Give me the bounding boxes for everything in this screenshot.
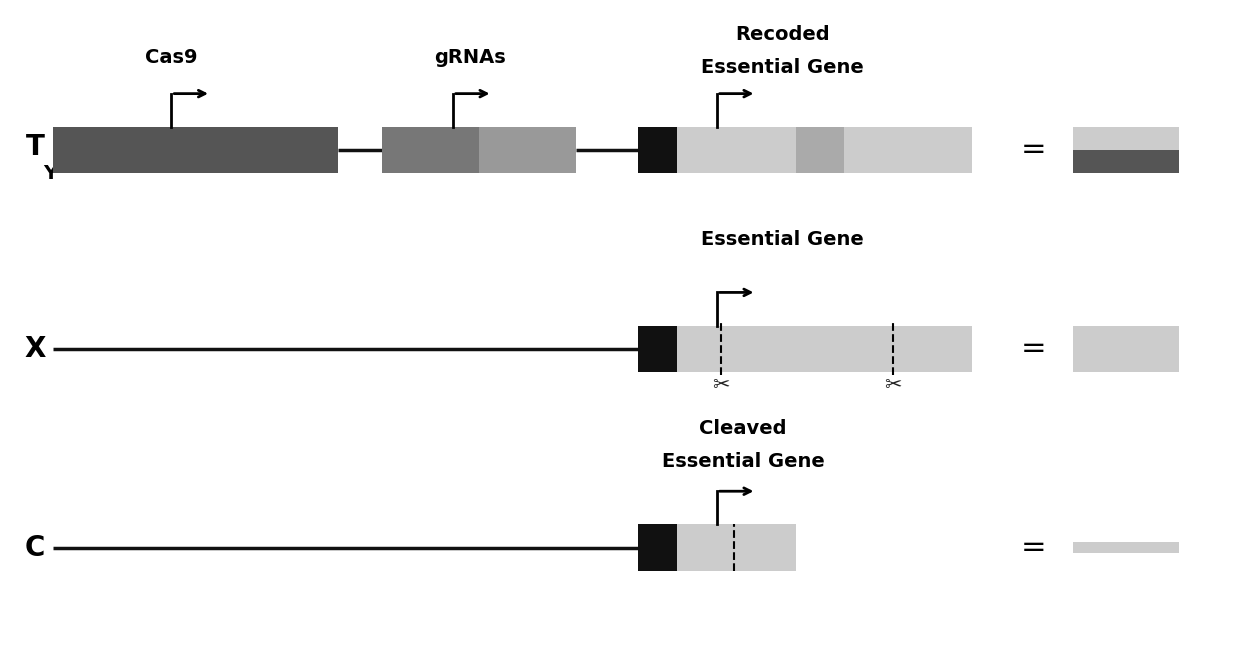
Text: Essential Gene: Essential Gene: [662, 452, 825, 471]
Text: =: =: [1021, 334, 1047, 363]
Bar: [1073, 127, 1179, 150]
Bar: [637, 524, 677, 571]
Bar: [677, 325, 972, 372]
Bar: [1073, 150, 1179, 173]
Text: Cas9: Cas9: [145, 48, 197, 67]
Bar: [637, 127, 677, 173]
Text: Essential Gene: Essential Gene: [702, 58, 864, 77]
Bar: [52, 127, 339, 173]
Text: gRNAs: gRNAs: [434, 48, 506, 67]
Bar: [382, 127, 479, 173]
Text: =: =: [1021, 136, 1047, 164]
Bar: [677, 524, 796, 571]
Text: =: =: [1021, 533, 1047, 562]
Bar: [1073, 541, 1179, 554]
Text: Essential Gene: Essential Gene: [702, 230, 864, 250]
Text: $\mathbf{T}$: $\mathbf{T}$: [25, 133, 46, 160]
Bar: [479, 127, 577, 173]
Bar: [1073, 325, 1179, 372]
Text: ✂: ✂: [713, 375, 730, 395]
Bar: [796, 127, 844, 173]
Text: X: X: [25, 335, 46, 363]
Text: ✂: ✂: [884, 375, 901, 395]
Text: C: C: [25, 533, 45, 562]
Text: $\mathbf{Y}$: $\mathbf{Y}$: [42, 164, 60, 183]
Text: Recoded: Recoded: [735, 25, 830, 44]
Bar: [677, 127, 972, 173]
Text: Cleaved: Cleaved: [699, 419, 787, 438]
Bar: [637, 325, 677, 372]
